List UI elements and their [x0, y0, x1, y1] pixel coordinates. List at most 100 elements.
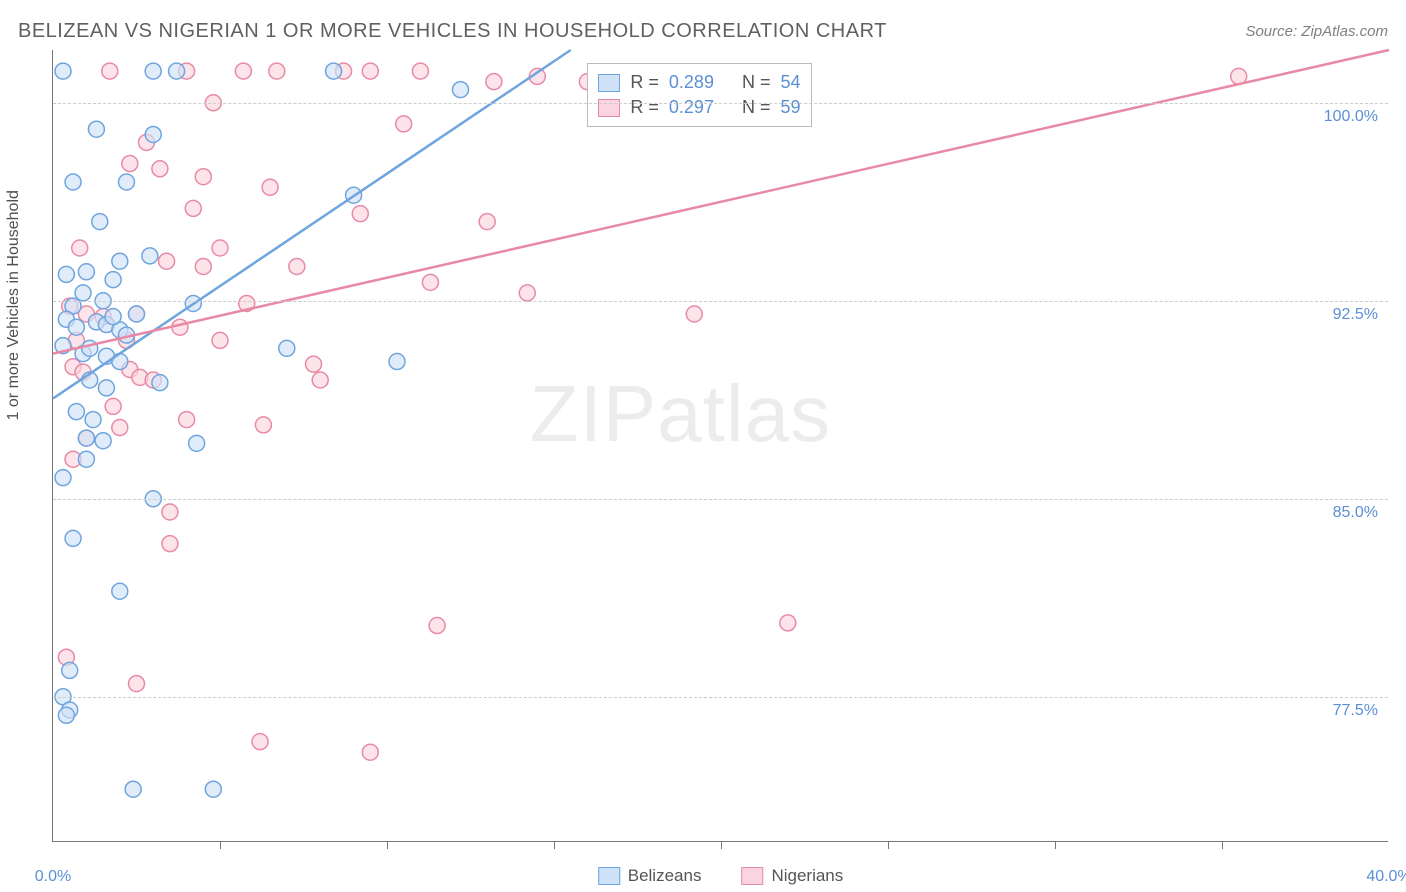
series-legend: Belizeans Nigerians — [598, 866, 844, 886]
x-tick-label: 40.0% — [1366, 868, 1406, 886]
chart-container: BELIZEAN VS NIGERIAN 1 OR MORE VEHICLES … — [0, 0, 1406, 892]
nigerians-point — [179, 412, 195, 428]
belizeans-point — [189, 435, 205, 451]
nigerians-point — [185, 200, 201, 216]
x-tick — [220, 841, 221, 849]
belizeans-point — [118, 174, 134, 190]
belizeans-point — [152, 375, 168, 391]
belizeans-point — [62, 662, 78, 678]
belizeans-point — [92, 214, 108, 230]
belizeans-point — [65, 174, 81, 190]
x-tick — [1222, 841, 1223, 849]
belizeans-point — [95, 433, 111, 449]
y-axis-label: 1 or more Vehicles in Household — [5, 190, 23, 420]
belizeans-point — [112, 253, 128, 269]
x-tick-label: 0.0% — [35, 868, 71, 886]
nigerians-point — [429, 618, 445, 634]
x-tick — [1055, 841, 1056, 849]
nigerians-point — [479, 214, 495, 230]
belizeans-point — [68, 404, 84, 420]
nigerians-point — [412, 63, 428, 79]
legend-row-belizeans: R = 0.289 N = 54 — [598, 70, 800, 95]
series-label: Nigerians — [771, 866, 843, 886]
belizeans-point — [75, 285, 91, 301]
belizeans-point — [58, 707, 74, 723]
nigerians-point — [352, 206, 368, 222]
series-label: Belizeans — [628, 866, 702, 886]
n-label: N = — [742, 97, 771, 118]
belizeans-point — [142, 248, 158, 264]
belizeans-point — [55, 63, 71, 79]
series-legend-belizeans: Belizeans — [598, 866, 702, 886]
belizeans-point — [205, 781, 221, 797]
legend-swatch — [598, 99, 620, 117]
nigerians-point — [252, 734, 268, 750]
belizeans-point — [55, 470, 71, 486]
belizeans-point — [145, 126, 161, 142]
belizeans-point — [78, 430, 94, 446]
r-label: R = — [630, 72, 659, 93]
correlation-legend: R = 0.289 N = 54 R = 0.297 N = 59 — [587, 63, 811, 127]
r-label: R = — [630, 97, 659, 118]
belizeans-point — [279, 340, 295, 356]
nigerians-point — [362, 63, 378, 79]
nigerians-point — [255, 417, 271, 433]
nigerians-point — [312, 372, 328, 388]
nigerians-point — [686, 306, 702, 322]
gridline-h — [53, 697, 1388, 698]
belizeans-point — [68, 319, 84, 335]
belizeans-point — [129, 306, 145, 322]
legend-swatch — [741, 867, 763, 885]
r-value: 0.289 — [669, 72, 714, 93]
gridline-h — [53, 103, 1388, 104]
r-value: 0.297 — [669, 97, 714, 118]
nigerians-point — [780, 615, 796, 631]
nigerians-point — [486, 74, 502, 90]
belizeans-point — [85, 412, 101, 428]
chart-svg — [53, 50, 1388, 841]
n-value: 54 — [780, 72, 800, 93]
belizeans-point — [169, 63, 185, 79]
plot-area: ZIPatlas R =0.289N =54R =0.297N =59 Beli… — [52, 50, 1388, 842]
y-tick-label: 85.0% — [1333, 504, 1378, 522]
y-tick-label: 77.5% — [1333, 702, 1378, 720]
source-label: Source: ZipAtlas.com — [1245, 23, 1388, 40]
belizeans-point — [58, 266, 74, 282]
nigerians-point — [152, 161, 168, 177]
chart-title: BELIZEAN VS NIGERIAN 1 OR MORE VEHICLES … — [18, 20, 887, 43]
gridline-h — [53, 499, 1388, 500]
belizeans-point — [78, 264, 94, 280]
nigerians-point — [112, 420, 128, 436]
gridline-h — [53, 301, 1388, 302]
n-value: 59 — [780, 97, 800, 118]
nigerians-point — [519, 285, 535, 301]
nigerians-point — [162, 504, 178, 520]
belizeans-point — [112, 583, 128, 599]
legend-swatch — [598, 74, 620, 92]
belizeans-point — [326, 63, 342, 79]
nigerians-point — [195, 169, 211, 185]
plot-wrap: 1 or more Vehicles in Household ZIPatlas… — [52, 50, 1388, 842]
nigerians-point — [422, 274, 438, 290]
nigerians-point — [122, 156, 138, 172]
nigerians-point — [102, 63, 118, 79]
x-tick — [554, 841, 555, 849]
nigerians-point — [129, 676, 145, 692]
x-tick — [721, 841, 722, 849]
series-legend-nigerians: Nigerians — [741, 866, 843, 886]
belizeans-point — [105, 272, 121, 288]
nigerians-point — [306, 356, 322, 372]
nigerians-point — [105, 398, 121, 414]
nigerians-point — [72, 240, 88, 256]
belizeans-point — [125, 781, 141, 797]
nigerians-point — [396, 116, 412, 132]
nigerians-point — [195, 258, 211, 274]
belizeans-point — [389, 354, 405, 370]
belizeans-point — [78, 451, 94, 467]
n-label: N = — [742, 72, 771, 93]
belizeans-point — [65, 530, 81, 546]
nigerians-point — [262, 179, 278, 195]
nigerians-point — [212, 240, 228, 256]
nigerians-point — [362, 744, 378, 760]
y-tick-label: 100.0% — [1324, 108, 1378, 126]
